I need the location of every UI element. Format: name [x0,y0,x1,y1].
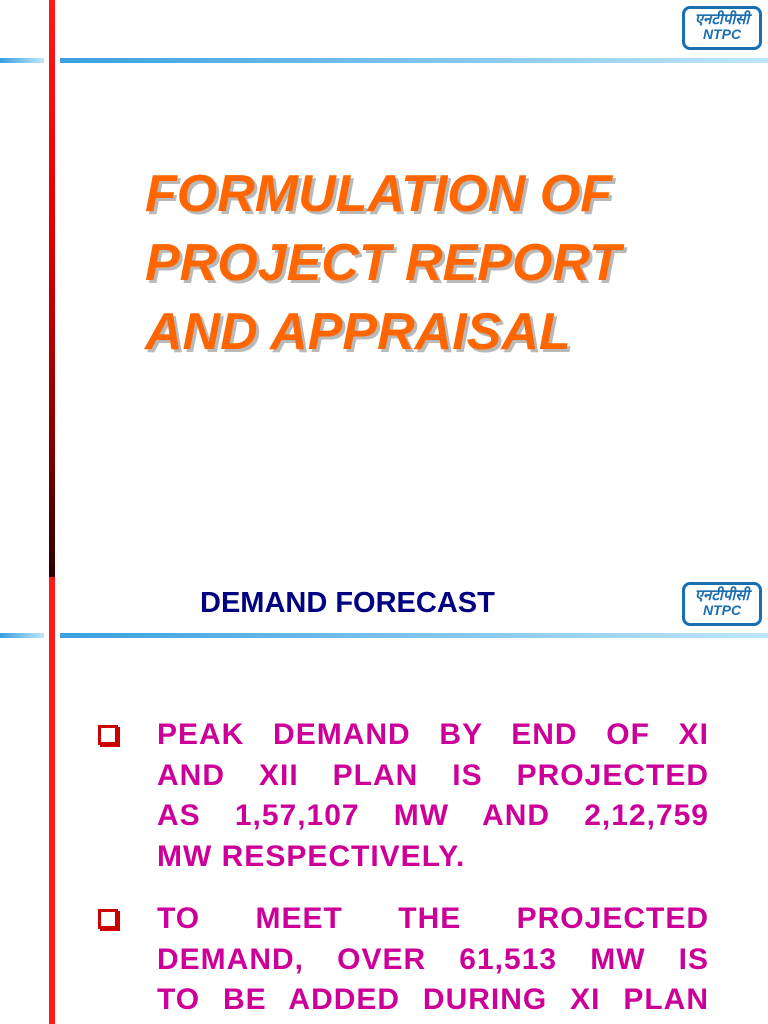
blue-rule [60,633,768,638]
blue-rule [0,633,44,638]
bullet-list: PEAK DEMAND BY END OF XI AND XII PLAN IS … [0,715,768,1024]
bullet-line: TO BE ADDED DURING XI PLAN [157,983,709,1016]
logo: एनटीपीसी NTPC [682,6,762,50]
bullet-line: AND XII PLAN IS PROJECTED [157,758,709,792]
logo-hindi: एनटीपीसी [694,10,750,28]
title-line: FORMULATION OF [145,165,612,223]
slide-heading: DEMAND FORECAST [200,587,495,619]
blue-rule [0,58,44,63]
logo-hindi: एनटीपीसी [694,586,750,604]
slide: एनटीपीसी NTPC FORMULATION OF PROJECT REP… [0,0,768,577]
title-line: PROJECT REPORT [145,234,621,292]
bullet-line: AS 1,57,107 MW AND 2,12,759 [157,799,709,832]
slide-title: FORMULATION OF PROJECT REPORT AND APPRAI… [145,160,745,367]
logo-english: NTPC [702,26,742,42]
slide: DEMAND FORECAST एनटीपीसी NTPC PEAK DEMAN… [0,577,768,1024]
logo-english: NTPC [702,602,742,618]
logo: एनटीपीसी NTPC [682,582,762,626]
bullet-item: TO MEET THE PROJECTED DEMAND, OVER 61,513… [0,899,768,1021]
bullet-icon [98,725,118,745]
title-line: AND APPRAISAL [145,303,571,361]
bullet-line: PEAK DEMAND BY END OF XI [157,718,709,751]
blue-rule [60,58,768,63]
bullet-icon [98,909,118,929]
bullet-line: DEMAND, OVER 61,513 MW IS [157,942,709,976]
bullet-line: TO MEET THE PROJECTED [157,902,709,935]
bullet-item: PEAK DEMAND BY END OF XI AND XII PLAN IS … [0,715,768,877]
red-rule [49,0,55,577]
bullet-line: MW RESPECTIVELY. [157,839,466,873]
red-rule [49,577,55,1024]
